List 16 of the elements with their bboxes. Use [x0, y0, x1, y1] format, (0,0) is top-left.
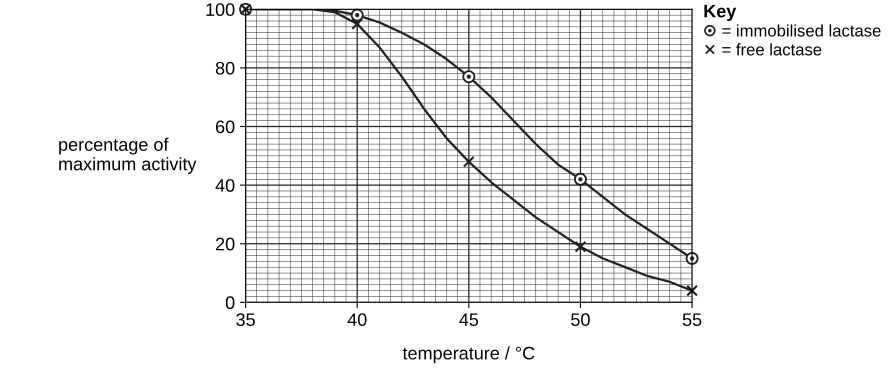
y-tick-label: 60: [216, 120, 234, 134]
x-tick-label: 45: [459, 313, 478, 326]
x-axis-title: temperature / °C: [402, 346, 534, 364]
legend-label: = immobilised lactase: [722, 24, 881, 37]
y-tick-label: 20: [216, 238, 234, 250]
legend-label: = free lactase: [722, 43, 822, 56]
y-tick-label: 40: [215, 179, 234, 192]
x-tick-label: 50: [571, 313, 590, 326]
y-tick-label: 0: [226, 296, 234, 310]
x-tick-label: 40: [348, 313, 367, 326]
x-tick-label: 55: [682, 313, 702, 326]
legend-title: Key: [704, 4, 736, 22]
x-tick-label: 35: [236, 313, 255, 326]
y-tick-label: 80: [216, 62, 234, 75]
y-tick-label: 100: [206, 3, 234, 16]
y-axis-title: percentage of maximum activity: [59, 138, 196, 174]
